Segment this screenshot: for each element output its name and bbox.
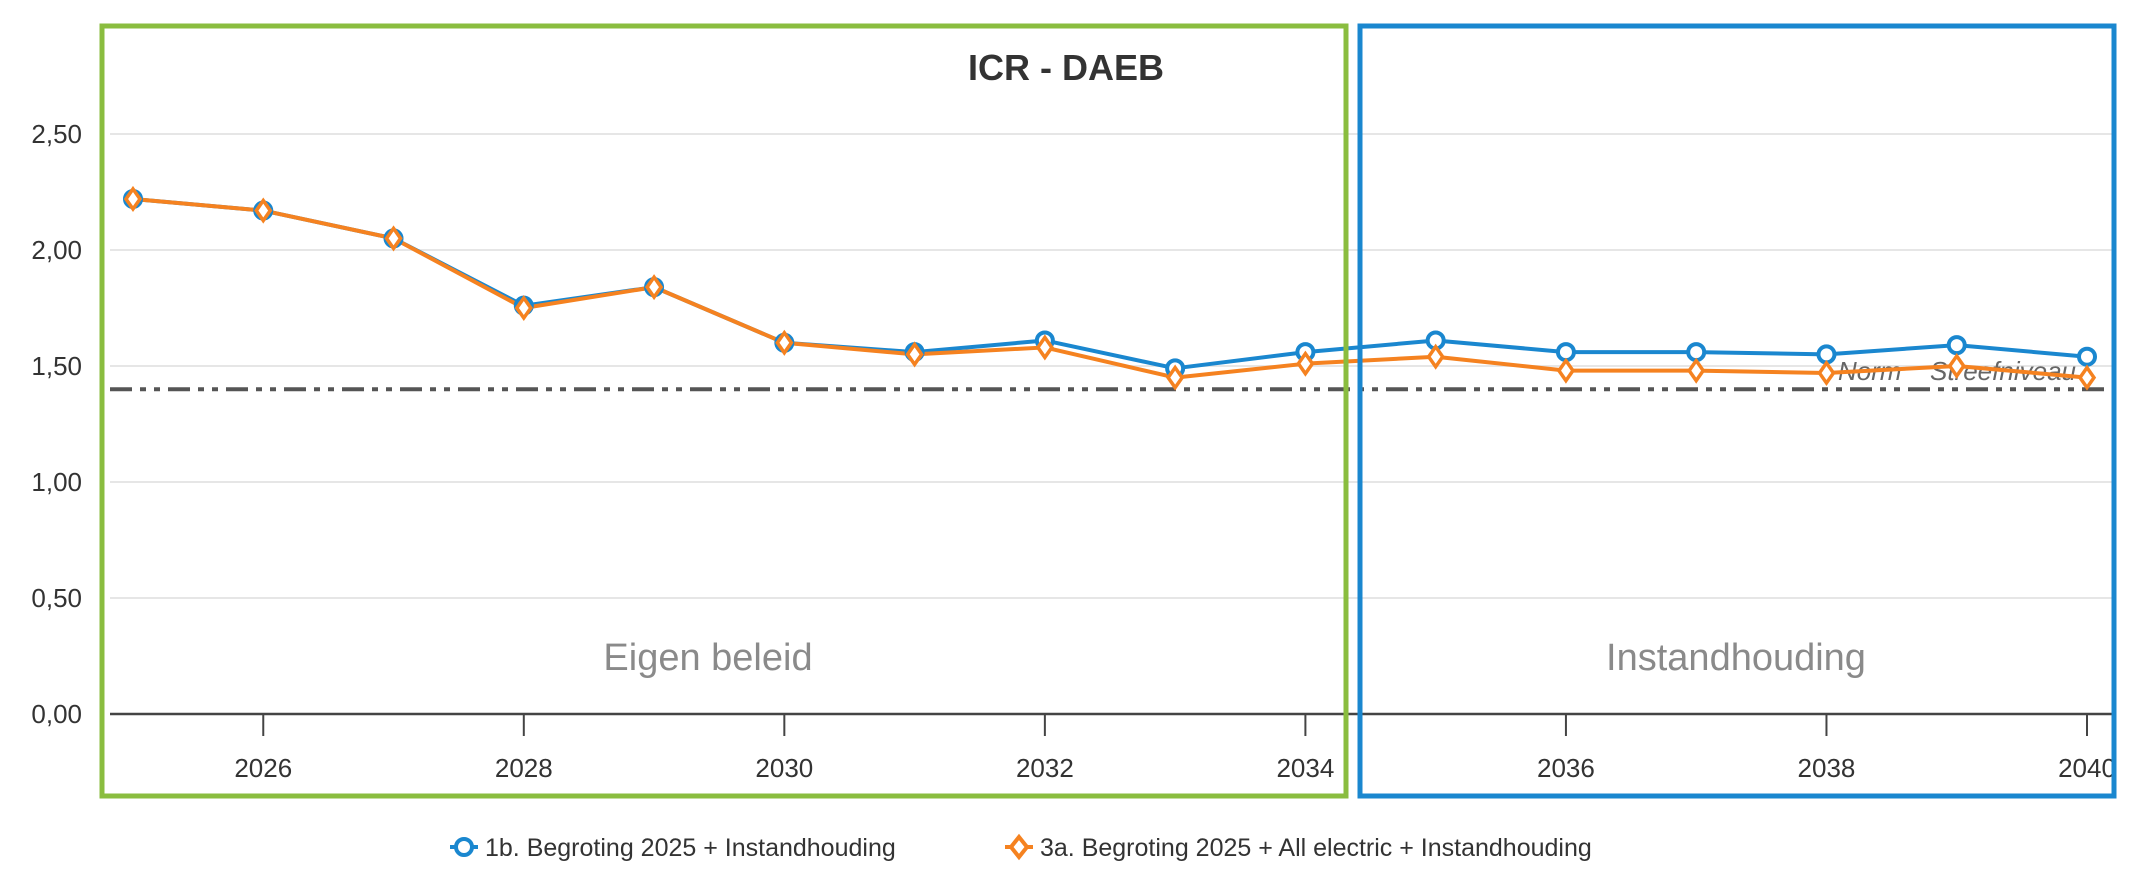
series-group (123, 185, 2097, 391)
y-tick-label: 0,50 (31, 583, 82, 613)
data-point-diamond[interactable] (1296, 350, 1315, 377)
data-point-diamond[interactable] (905, 341, 924, 368)
data-point-circle[interactable] (2077, 346, 2097, 367)
legend-label-3a: 3a. Begroting 2025 + All electric + Inst… (1040, 834, 1592, 862)
x-tick-label: 2026 (234, 753, 292, 783)
data-point-diamond[interactable] (514, 294, 533, 322)
data-point-circle[interactable] (1946, 335, 1967, 356)
series-line-1 (132, 196, 2088, 371)
x-tick-label: 2030 (755, 753, 813, 783)
data-point-diamond[interactable] (1947, 352, 1966, 380)
legend: 1b. Begroting 2025 + Instandhouding 3a. … (450, 833, 1592, 862)
x-axis-ticks: 2026 2028 2030 2032 2034 2036 2038 2040 (234, 714, 2116, 783)
x-tick-label: 2028 (495, 753, 553, 783)
y-tick-label: 1,00 (31, 467, 82, 497)
chart-title: ICR - DAEB (968, 47, 1164, 88)
region-label-eigen-beleid: Eigen beleid (603, 637, 812, 679)
region-eigen-beleid-box (99, 23, 1349, 799)
x-tick-label: 2038 (1798, 753, 1856, 783)
region-label-instandhouding: Instandhouding (1606, 637, 1866, 679)
data-point-diamond[interactable] (1687, 357, 1706, 384)
y-tick-label: 2,50 (31, 119, 82, 149)
legend-circle-marker-icon (454, 837, 474, 857)
x-tick-label: 2032 (1016, 753, 1074, 783)
gridlines (110, 133, 2112, 599)
y-axis-ticks: 0,00 0,50 1,00 1,50 2,00 2,50 (31, 119, 82, 729)
x-tick-label: 2036 (1537, 753, 1595, 783)
data-point-diamond[interactable] (384, 225, 403, 252)
data-point-diamond[interactable] (1165, 364, 1185, 391)
region-instandhouding-box (1357, 23, 2117, 799)
legend-item-3a[interactable]: 3a. Begroting 2025 + All electric + Inst… (1005, 833, 1592, 862)
data-point-diamond[interactable] (1556, 357, 1576, 384)
y-tick-label: 2,00 (31, 235, 82, 265)
data-point-diamond[interactable] (1426, 343, 1445, 370)
x-tick-label: 2034 (1276, 753, 1334, 783)
legend-label-1b: 1b. Begroting 2025 + Instandhouding (485, 834, 896, 862)
x-tick-label: 2040 (2058, 753, 2116, 783)
series-line-2 (132, 196, 2088, 380)
data-point-diamond[interactable] (644, 274, 664, 301)
data-point-diamond[interactable] (2077, 364, 2097, 391)
data-point-diamond[interactable] (1035, 334, 1055, 361)
data-point-diamond[interactable] (1817, 359, 1836, 387)
legend-item-1b[interactable]: 1b. Begroting 2025 + Instandhouding (450, 834, 896, 862)
data-point-diamond[interactable] (775, 329, 794, 356)
y-tick-label: 1,50 (31, 351, 82, 381)
data-point-diamond[interactable] (254, 197, 273, 224)
legend-diamond-marker-icon (1008, 833, 1030, 861)
data-point-diamond[interactable] (123, 185, 143, 213)
y-tick-label: 0,00 (31, 699, 82, 729)
